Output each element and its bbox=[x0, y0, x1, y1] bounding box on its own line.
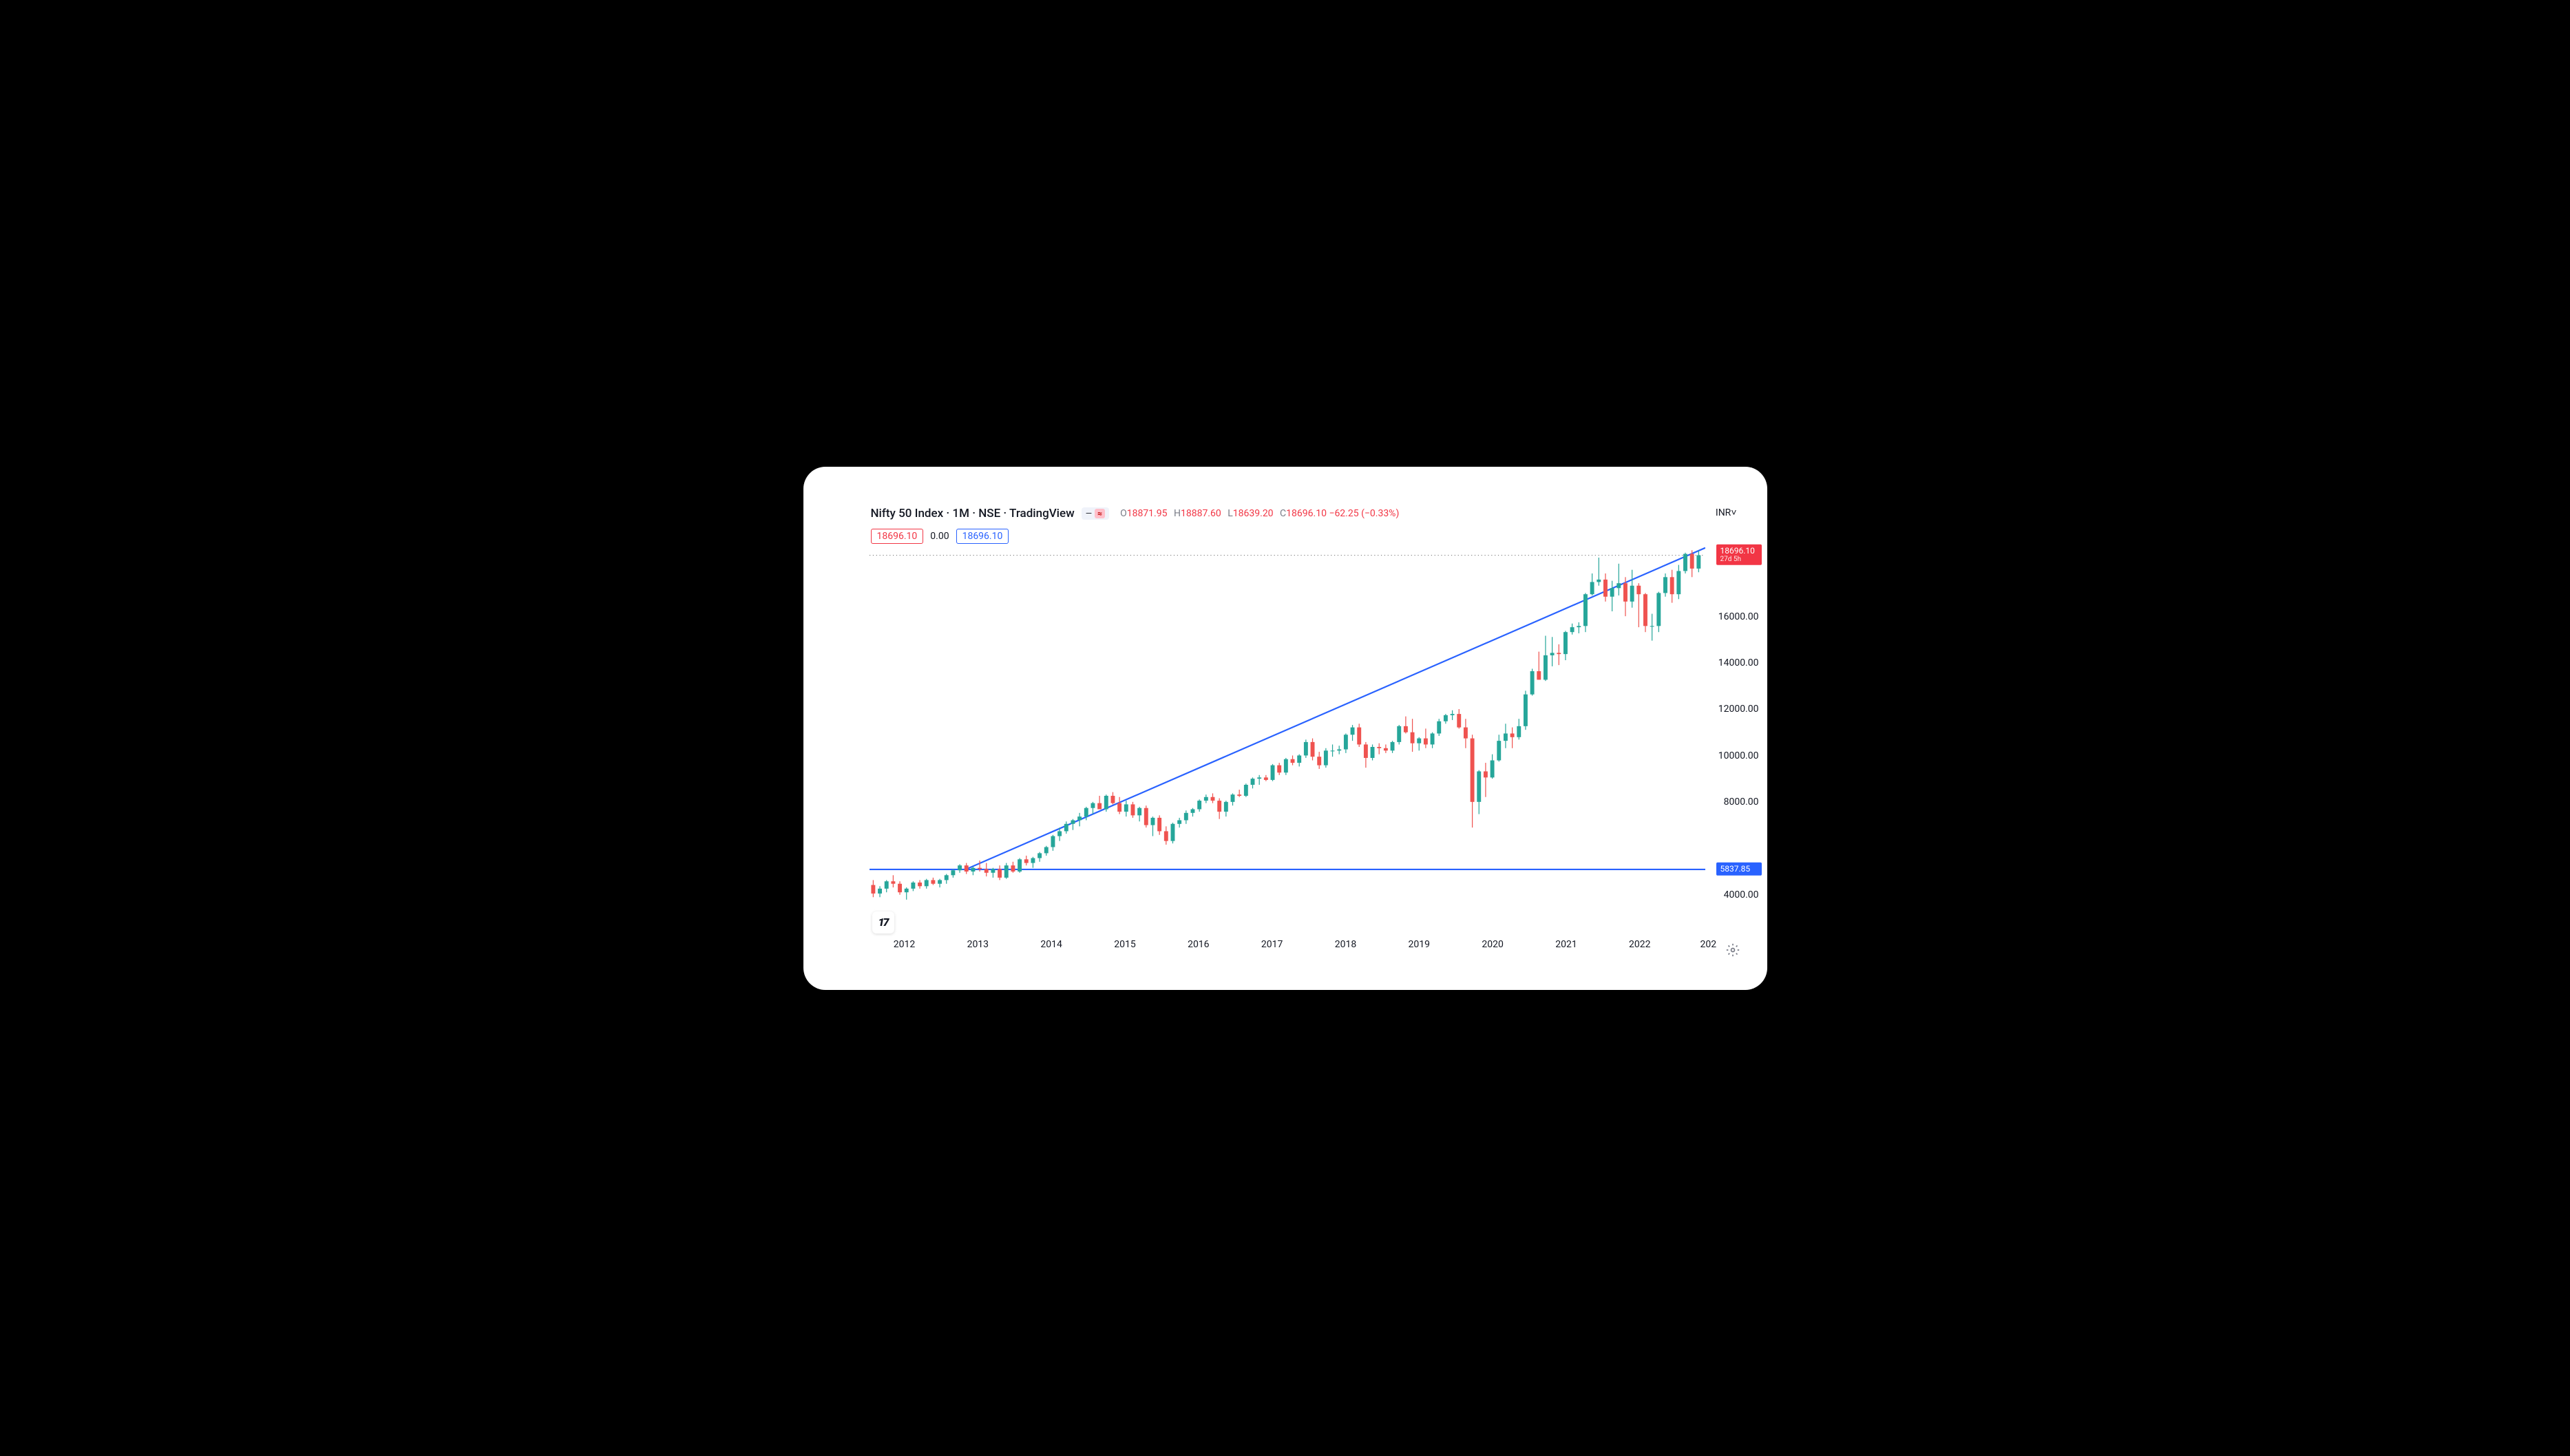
current-price-label: 18696.10 27d 5h bbox=[1716, 545, 1762, 565]
support-price-label: 5837.85 bbox=[1716, 863, 1762, 875]
y-tick: 16000.00 bbox=[1711, 611, 1759, 622]
x-tick: 2015 bbox=[1114, 939, 1135, 950]
tradingview-logo[interactable]: 17 bbox=[872, 911, 894, 933]
candlestick-chart[interactable] bbox=[870, 536, 1705, 949]
x-tick: 202 bbox=[1700, 939, 1717, 950]
x-tick: 2019 bbox=[1409, 939, 1430, 950]
compare-pill[interactable]: — ≈ bbox=[1082, 507, 1109, 520]
settings-icon[interactable] bbox=[1726, 943, 1740, 957]
y-tick: 8000.00 bbox=[1711, 796, 1759, 808]
y-tick: 14000.00 bbox=[1711, 657, 1759, 668]
chart-card: Nifty 50 Index · 1M · NSE · TradingView … bbox=[803, 467, 1767, 990]
chevron-down-icon: ˅ bbox=[1731, 507, 1736, 518]
x-tick: 2016 bbox=[1188, 939, 1209, 950]
x-tick: 2013 bbox=[967, 939, 989, 950]
chart-header: Nifty 50 Index · 1M · NSE · TradingView … bbox=[871, 507, 1400, 520]
chart-title: Nifty 50 Index · 1M · NSE · TradingView bbox=[871, 507, 1075, 520]
pill-approx: ≈ bbox=[1095, 509, 1105, 518]
x-tick: 2018 bbox=[1335, 939, 1356, 950]
pill-dash: — bbox=[1086, 509, 1092, 518]
y-tick: 4000.00 bbox=[1711, 889, 1759, 900]
x-tick: 2014 bbox=[1040, 939, 1062, 950]
y-tick: 10000.00 bbox=[1711, 750, 1759, 761]
x-tick: 2017 bbox=[1261, 939, 1283, 950]
ohlc-readout: O18871.95 H18887.60 L18639.20 C18696.10 … bbox=[1116, 508, 1399, 519]
chart-area[interactable]: 4000.008000.0010000.0012000.0014000.0016… bbox=[870, 536, 1705, 949]
x-tick: 2022 bbox=[1629, 939, 1650, 950]
y-tick: 12000.00 bbox=[1711, 704, 1759, 715]
x-tick: 2020 bbox=[1482, 939, 1503, 950]
x-axis: 2012 2013 2014 2015 2016 2017 2018 2019 2020 2021… bbox=[870, 939, 1705, 953]
currency-selector[interactable]: INR˅ bbox=[1716, 507, 1737, 518]
x-tick: 2012 bbox=[894, 939, 915, 950]
x-tick: 2021 bbox=[1555, 939, 1577, 950]
